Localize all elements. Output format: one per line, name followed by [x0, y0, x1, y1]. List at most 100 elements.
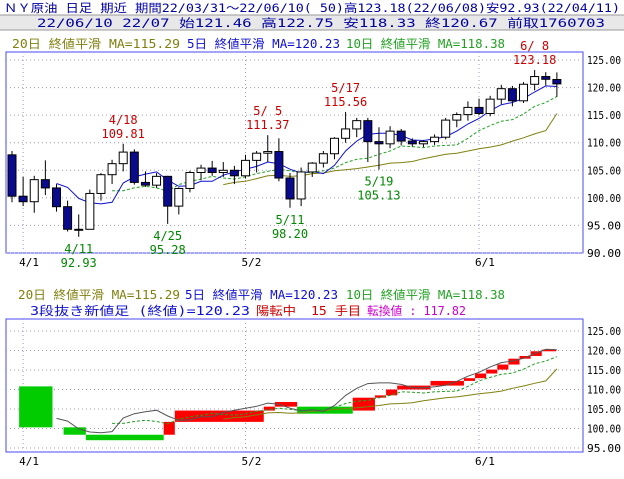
candle-up: [463, 106, 473, 116]
x-tick-label: 6/1: [475, 256, 495, 269]
low-price-label: 98.20: [272, 227, 308, 241]
lower-y-axis: 125.00 120.00 115.00 110.00 105.00 100.00 95.0…: [587, 325, 621, 455]
new-value-brick-up: [163, 421, 175, 435]
candle-down: [129, 151, 139, 183]
new-value-brick-down: [85, 434, 164, 441]
upper-x-axis: 4/1 5/2 6/1: [19, 256, 495, 269]
y-tick-label: 125.00: [587, 325, 621, 338]
candle-down: [396, 130, 406, 142]
candle-up: [218, 169, 228, 173]
candle-up: [263, 151, 273, 154]
y-tick-label: 120.00: [587, 82, 621, 95]
y-tick-label: 125.00: [587, 54, 621, 67]
lower-legend-ma5: 5日 終値平滑 MA=120.23: [185, 287, 338, 302]
low-price-label: 95.28: [150, 243, 186, 257]
lower-x-axis: 4/1 5/2 6/1: [19, 455, 495, 468]
candle-up: [452, 114, 462, 121]
new-value-brick-up: [497, 364, 509, 370]
candle-up: [385, 130, 395, 145]
candle-up: [252, 152, 262, 161]
candle-down: [507, 88, 517, 102]
y-tick-label: 120.00: [587, 345, 621, 358]
candle-up: [430, 136, 440, 143]
y-tick-label: 105.00: [587, 164, 621, 177]
candle-up: [118, 151, 128, 165]
turn-value: 転換値 : 117.82: [367, 303, 466, 318]
candle-up: [418, 141, 428, 145]
high-date-label: 5/ 5: [253, 104, 282, 118]
new-value-brick-up: [508, 358, 520, 365]
high-price-label: 111.37: [246, 118, 289, 132]
header-row-1: [0, 0, 624, 15]
candle-up: [241, 159, 251, 177]
candle-down: [363, 120, 373, 143]
new-value-brick-up: [463, 378, 476, 381]
x-tick-label: 5/2: [242, 455, 262, 468]
new-value-brick-up: [530, 351, 542, 356]
trend-status: 陽転中: [256, 303, 296, 318]
upper-y-axis: 125.00 120.00 115.00 110.00 105.00 100.00 95.0…: [587, 54, 621, 260]
new-value-brick-up: [430, 380, 464, 386]
candle-up: [318, 153, 328, 164]
header-ohlc: 22/06/10 22/07 始121.46 高122.75 安118.33 終…: [37, 16, 605, 30]
candle-up: [307, 162, 317, 173]
x-tick-label: 4/1: [19, 256, 39, 269]
new-value-brick-up: [486, 369, 498, 374]
newvalue-label: 3段抜き新値足 (終値)=120.23: [30, 303, 250, 318]
legend-ma5: 5日 終値平滑 MA=120.23: [187, 36, 340, 51]
low-price-label: 92.93: [61, 256, 97, 270]
candle-up: [185, 171, 195, 189]
new-value-brick-up: [263, 406, 275, 411]
candle-up: [530, 76, 540, 85]
x-tick-label: 6/1: [475, 455, 495, 468]
lower-ma10-line: [112, 356, 558, 425]
y-tick-label: 105.00: [587, 403, 621, 416]
lower-legend-ma20: 20日 終値平滑 MA=115.29: [18, 287, 180, 302]
candle-down: [274, 151, 284, 179]
candle-down: [40, 179, 50, 189]
candle-up: [29, 179, 39, 203]
y-tick-label: 115.00: [587, 364, 621, 377]
new-value-brick-up: [541, 349, 557, 352]
candle-down: [285, 177, 295, 200]
header-row-2: [0, 15, 624, 30]
candle-down: [7, 154, 17, 197]
candle-up: [174, 187, 184, 207]
candle-down: [474, 106, 484, 114]
candle-up: [152, 175, 162, 186]
candle-up: [96, 174, 106, 194]
new-value-brick-up: [475, 373, 487, 379]
y-tick-label: 100.00: [587, 192, 621, 205]
low-price-label: 105.13: [357, 189, 400, 203]
high-date-label: 5/17: [331, 81, 360, 95]
low-date-label: 4/11: [64, 242, 93, 256]
x-tick-label: 5/2: [242, 256, 262, 269]
new-value-brick-up: [274, 401, 298, 407]
candle-down: [207, 167, 217, 173]
low-date-label: 5/11: [276, 213, 305, 227]
new-value-brick-up: [374, 395, 387, 398]
legend-ma20: 20日 終値平滑 MA=115.29: [12, 36, 180, 51]
candle-up: [496, 88, 506, 100]
y-tick-label: 95.00: [587, 442, 621, 455]
high-price-label: 115.56: [324, 95, 367, 109]
candle-up: [341, 128, 351, 139]
lower-legend-ma10: 10日 終値平滑 MA=118.38: [346, 287, 505, 302]
low-date-label: 4/25: [153, 229, 182, 243]
new-value-brick-up: [174, 410, 264, 422]
candle-down: [374, 141, 384, 145]
y-tick-label: 115.00: [587, 109, 621, 122]
candle-up: [107, 163, 117, 176]
step-count: 15 手目: [311, 304, 361, 318]
candle-down: [163, 175, 173, 207]
new-value-brick-down: [19, 386, 53, 428]
y-tick-label: 100.00: [587, 423, 621, 436]
candle-down: [51, 187, 61, 208]
candle-up: [85, 192, 95, 230]
legend-ma10: 10日 終値平滑 MA=118.38: [346, 36, 505, 51]
y-tick-label: 110.00: [587, 384, 621, 397]
upper-gridlines: [6, 52, 583, 254]
low-date-label: 5/19: [365, 175, 394, 189]
